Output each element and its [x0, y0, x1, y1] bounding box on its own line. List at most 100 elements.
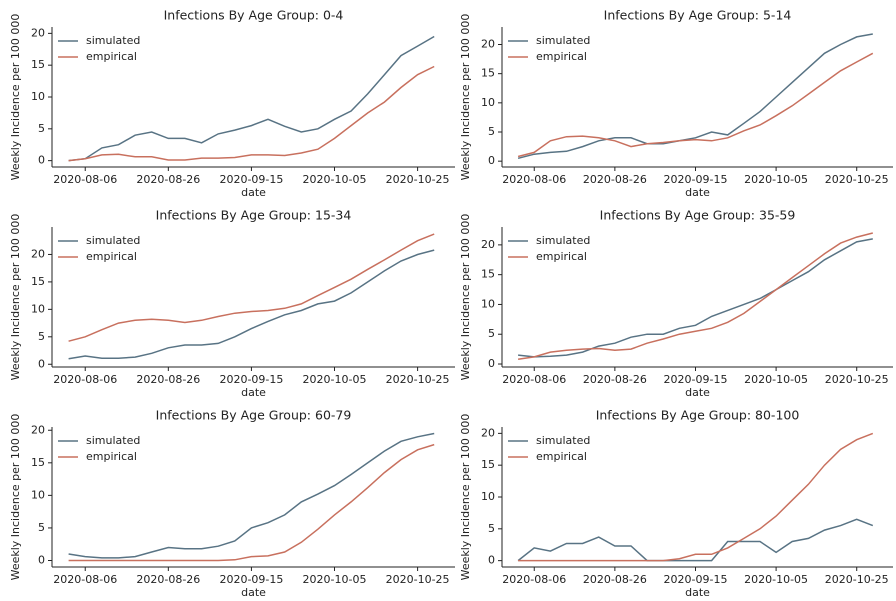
y-tick-label: 5 — [488, 327, 495, 340]
y-tick-label: 15 — [31, 58, 45, 71]
x-tick-label: 2020-10-25 — [825, 173, 889, 186]
x-tick-label: 2020-09-15 — [664, 373, 728, 386]
legend-label: simulated — [536, 234, 590, 247]
y-tick-label: 0 — [488, 554, 495, 567]
y-tick-label: 10 — [481, 490, 495, 503]
series-line — [68, 65, 435, 162]
x-tick-label: 2020-08-06 — [53, 573, 117, 586]
x-tick-label: 2020-08-06 — [502, 373, 566, 386]
y-tick-label: 15 — [481, 458, 495, 471]
series-line — [517, 518, 874, 562]
x-tick-label: 2020-08-06 — [53, 173, 117, 186]
y-tick-label: 20 — [31, 26, 45, 39]
legend-label: simulated — [536, 434, 590, 447]
x-tick-label: 2020-08-06 — [502, 173, 566, 186]
x-tick-label: 2020-09-15 — [219, 173, 283, 186]
x-tick-label: 2020-08-26 — [583, 173, 647, 186]
x-axis-label: date — [241, 586, 266, 599]
x-tick-label: 2020-10-25 — [386, 173, 450, 186]
y-axis-label: Weekly Incidence per 100 000 — [459, 14, 472, 181]
y-axis-label: Weekly Incidence per 100 000 — [9, 214, 22, 381]
chart-title: Infections By Age Group: 35-59 — [600, 208, 796, 223]
series-line — [517, 33, 873, 160]
y-tick-label: 0 — [38, 357, 45, 370]
y-tick-label: 10 — [31, 90, 45, 103]
x-tick-label: 2020-10-05 — [303, 573, 367, 586]
y-tick-label: 10 — [481, 96, 495, 109]
x-tick-label: 2020-10-25 — [386, 373, 450, 386]
y-tick-label: 15 — [481, 268, 495, 281]
chart-title: Infections By Age Group: 15-34 — [156, 208, 352, 223]
x-tick-label: 2020-08-26 — [136, 373, 200, 386]
y-tick-label: 10 — [481, 297, 495, 310]
y-tick-label: 0 — [38, 553, 45, 566]
chart-title: Infections By Age Group: 80-100 — [596, 408, 800, 423]
x-axis-label: date — [241, 186, 266, 199]
x-tick-label: 2020-08-06 — [502, 573, 566, 586]
y-tick-label: 5 — [488, 522, 495, 535]
legend-label: simulated — [86, 234, 140, 247]
x-tick-label: 2020-09-15 — [664, 573, 728, 586]
y-tick-label: 0 — [38, 154, 45, 167]
x-tick-label: 2020-10-05 — [744, 373, 808, 386]
x-axis-label: date — [685, 586, 710, 599]
x-tick-label: 2020-10-05 — [744, 173, 808, 186]
x-tick-label: 2020-09-15 — [664, 173, 728, 186]
x-axis-label: date — [685, 386, 710, 399]
legend-label: empirical — [536, 50, 587, 63]
x-tick-label: 2020-08-26 — [136, 173, 200, 186]
y-tick-label: 10 — [31, 488, 45, 501]
x-tick-label: 2020-08-26 — [583, 573, 647, 586]
series-line — [68, 35, 435, 162]
x-tick-label: 2020-08-26 — [583, 373, 647, 386]
legend-label: empirical — [86, 50, 137, 63]
legend-label: simulated — [86, 34, 140, 47]
x-tick-label: 2020-09-15 — [219, 373, 283, 386]
x-tick-label: 2020-10-05 — [303, 373, 367, 386]
x-tick-label: 2020-10-25 — [386, 573, 450, 586]
series-line — [518, 432, 874, 562]
y-axis-label: Weekly Incidence per 100 000 — [459, 414, 472, 581]
legend-label: empirical — [86, 450, 137, 463]
y-tick-label: 5 — [488, 125, 495, 138]
series-line — [517, 52, 874, 158]
y-tick-label: 20 — [481, 238, 495, 251]
series-line — [68, 249, 435, 360]
x-tick-label: 2020-10-05 — [303, 173, 367, 186]
x-tick-label: 2020-10-05 — [744, 573, 808, 586]
y-tick-label: 0 — [488, 357, 495, 370]
legend-label: simulated — [536, 34, 590, 47]
series-line — [517, 232, 873, 361]
series-line — [518, 238, 873, 358]
x-tick-label: 2020-10-25 — [825, 373, 889, 386]
legend-label: empirical — [86, 250, 137, 263]
y-axis-label: Weekly Incidence per 100 000 — [9, 14, 22, 181]
chart-title: Infections By Age Group: 0-4 — [164, 8, 344, 23]
legend-label: simulated — [86, 434, 140, 447]
x-axis-label: date — [241, 386, 266, 399]
y-axis-label: Weekly Incidence per 100 000 — [9, 414, 22, 581]
series-line — [68, 443, 435, 562]
y-tick-label: 5 — [38, 122, 45, 135]
x-tick-label: 2020-10-25 — [825, 573, 889, 586]
y-tick-label: 20 — [481, 426, 495, 439]
x-tick-label: 2020-09-15 — [219, 573, 283, 586]
legend-label: empirical — [536, 450, 587, 463]
y-tick-label: 10 — [31, 302, 45, 315]
y-tick-label: 20 — [31, 423, 45, 436]
x-tick-label: 2020-08-06 — [53, 373, 117, 386]
y-tick-label: 15 — [31, 275, 45, 288]
y-tick-label: 5 — [38, 330, 45, 343]
y-tick-label: 15 — [31, 456, 45, 469]
y-tick-label: 20 — [481, 38, 495, 51]
y-tick-label: 0 — [488, 154, 495, 167]
y-tick-label: 20 — [31, 247, 45, 260]
y-axis-label: Weekly Incidence per 100 000 — [459, 214, 472, 381]
series-line — [68, 432, 435, 559]
chart-title: Infections By Age Group: 60-79 — [156, 408, 352, 423]
x-tick-label: 2020-08-26 — [136, 573, 200, 586]
y-tick-label: 5 — [38, 521, 45, 534]
legend-label: empirical — [536, 250, 587, 263]
y-tick-label: 15 — [481, 67, 495, 80]
chart-title: Infections By Age Group: 5-14 — [604, 8, 792, 23]
